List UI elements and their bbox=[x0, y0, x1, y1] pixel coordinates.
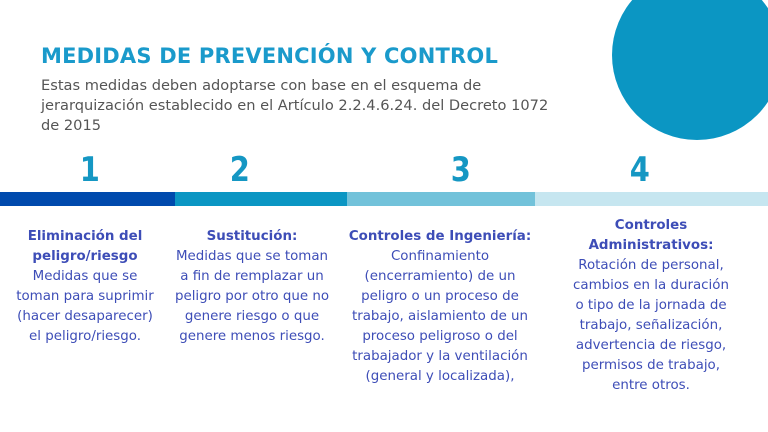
step-bar-1 bbox=[0, 192, 175, 206]
step-body-line: advertencia de riesgo, bbox=[575, 338, 727, 353]
step-number-2: 2 bbox=[229, 150, 250, 190]
step-bar-3 bbox=[347, 192, 535, 206]
page-title: MEDIDAS DE PREVENCIÓN Y CONTROL bbox=[41, 44, 499, 68]
step-body-line: Medidas que se toman bbox=[175, 249, 329, 264]
step-heading-line: Controles bbox=[614, 218, 688, 233]
step-body-line: entre otros. bbox=[612, 378, 690, 393]
step-body-line: trabajo, señalización, bbox=[579, 318, 723, 333]
step-number-1: 1 bbox=[79, 150, 100, 190]
step-bar-4 bbox=[535, 192, 768, 206]
step-body-line: Rotación de personal, bbox=[578, 258, 724, 273]
decorative-circle bbox=[612, 0, 768, 140]
step-number-4: 4 bbox=[629, 150, 650, 190]
step-body-line: trabajo, aislamiento de un bbox=[351, 309, 529, 324]
step-body-line: (hacer desaparecer) bbox=[17, 309, 153, 324]
step-body-line: o tipo de la jornada de bbox=[575, 298, 727, 313]
step-body-line: cambios en la duración bbox=[573, 278, 729, 293]
step-heading-line: Administrativos: bbox=[588, 238, 714, 253]
step-body-line: a fin de remplazar un bbox=[180, 269, 324, 284]
step-heading-line: Eliminación del bbox=[27, 229, 143, 244]
step-body-line: peligro por otro que no bbox=[174, 289, 330, 304]
step-heading-line: peligro/riesgo bbox=[32, 249, 138, 264]
step-body-line: el peligro/riesgo. bbox=[29, 329, 141, 344]
step-body-line: (general y localizada), bbox=[365, 369, 515, 384]
step-body-line: peligro o un proceso de bbox=[361, 289, 519, 304]
step-body-line: Confinamiento bbox=[390, 249, 490, 264]
step-body-line: genere menos riesgo. bbox=[179, 329, 325, 344]
step-body-line: proceso peligroso o del bbox=[362, 329, 518, 344]
step-body-line: trabajador y la ventilación bbox=[352, 349, 528, 364]
step-column-3: Controles de Ingeniería: Confinamiento (en… bbox=[342, 227, 538, 387]
step-heading-line: Controles de Ingeniería: bbox=[348, 229, 532, 244]
step-heading-line: Sustitución: bbox=[206, 229, 298, 244]
step-bar-2 bbox=[175, 192, 347, 206]
step-column-4: Controles Administrativos: Rotación de per… bbox=[560, 216, 742, 396]
step-number-3: 3 bbox=[450, 150, 471, 190]
step-body-line: permisos de trabajo, bbox=[581, 358, 720, 373]
intro-text: Estas medidas deben adoptarse con base e… bbox=[41, 77, 549, 134]
step-body-line: toman para suprimir bbox=[16, 289, 154, 304]
step-column-1: Eliminación del peligro/riesgo Medidas que… bbox=[5, 227, 165, 347]
step-body-line: genere riesgo o que bbox=[184, 309, 320, 324]
step-column-2: Sustitución: Medidas que se toman a fin de… bbox=[166, 227, 338, 347]
step-body-line: (encerramiento) de un bbox=[364, 269, 516, 284]
step-body-line: Medidas que se bbox=[32, 269, 138, 284]
